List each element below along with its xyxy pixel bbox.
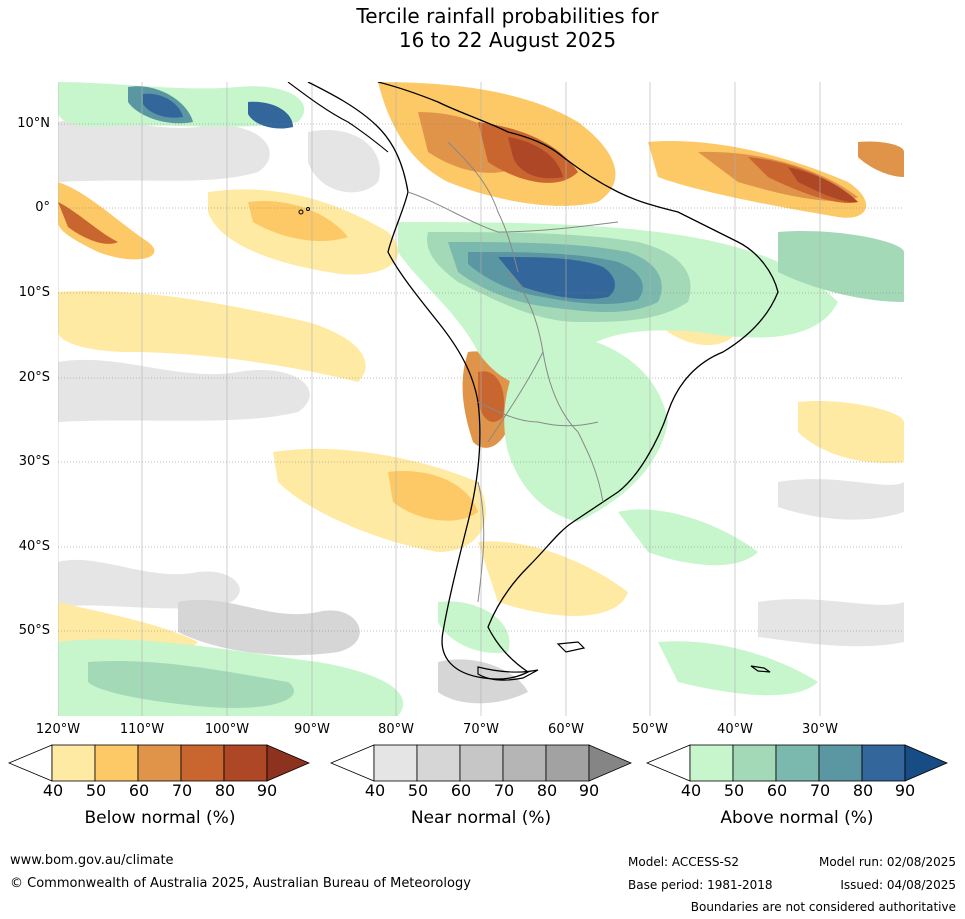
tick: 70 [493,781,515,800]
lat-label-20s: 20°S [18,370,50,385]
country-borders [407,141,619,603]
lon-label-80w: 80°W [378,722,414,737]
lat-label-30s: 30°S [18,454,50,469]
title-line-2: 16 to 22 August 2025 [398,28,617,52]
tick: 70 [809,781,831,800]
disclaimer-text: Boundaries are not considered authoritat… [690,900,956,914]
lon-label-60w: 60°W [548,722,584,737]
lon-label-70w: 70°W [463,722,499,737]
model-run-text: Model run: 02/08/2025 [818,855,956,869]
central-america-coastline [287,82,389,153]
tierra-del-fuego [477,666,539,681]
tick: 80 [214,781,236,800]
website-link[interactable]: www.bom.gov.au/climate [10,853,174,868]
colorbar-near-normal [330,744,632,782]
lat-label-10n: 10°N [17,116,50,131]
copyright-text: © Commonwealth of Australia 2025, Austra… [10,876,471,891]
lon-label-90w: 90°W [294,722,330,737]
tick: 80 [852,781,874,800]
south-georgia [750,665,771,673]
tick: 60 [766,781,788,800]
falkland-islands [556,641,586,653]
tick: 80 [536,781,558,800]
tick: 60 [128,781,150,800]
tick: 50 [407,781,429,800]
colorbar-below-normal [8,744,310,782]
colorbar-above-normal [646,744,948,782]
map-title: Tercile rainfall probabilities for 16 to… [0,4,965,52]
lon-label-100w: 100°W [204,722,250,737]
tick: 40 [364,781,386,800]
colorbar-near-label: Near normal (%) [410,808,552,828]
tick: 60 [450,781,472,800]
base-period-text: Base period: 1981-2018 [628,878,773,892]
lon-label-120w: 120°W [35,722,81,737]
tick: 90 [256,781,278,800]
rainfall-probability-map [58,82,904,716]
colorbar-above-label: Above normal (%) [720,808,874,828]
lat-label-0: 0° [35,200,50,215]
map-canvas [58,82,904,716]
lat-label-10s: 10°S [18,285,50,300]
lon-label-40w: 40°W [717,722,753,737]
lat-label-50s: 50°S [18,623,50,638]
tick: 40 [42,781,64,800]
south-america-coastline [307,82,779,680]
tick: 70 [171,781,193,800]
probability-shading [58,82,904,716]
issued-text: Issued: 04/08/2025 [840,878,956,892]
tick: 40 [680,781,702,800]
tick: 50 [723,781,745,800]
model-text: Model: ACCESS-S2 [628,855,740,869]
lon-label-30w: 30°W [802,722,838,737]
colorbar-below-label: Below normal (%) [84,808,236,828]
title-line-1: Tercile rainfall probabilities for [356,4,659,28]
tick: 50 [85,781,107,800]
galapagos-islands [298,207,310,215]
lat-label-40s: 40°S [18,539,50,554]
meridians [58,82,821,716]
lon-label-50w: 50°W [632,722,668,737]
lon-label-110w: 110°W [119,722,165,737]
tick: 90 [578,781,600,800]
tick: 90 [894,781,916,800]
